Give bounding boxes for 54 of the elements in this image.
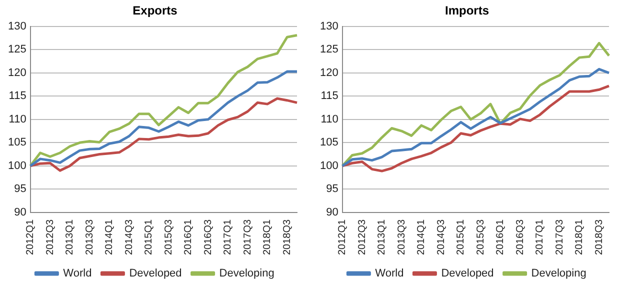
y-tick-label: 95 (14, 183, 26, 196)
y-tick-label: 105 (320, 136, 338, 149)
x-tick-label: 2016Q3 (514, 218, 526, 256)
legend-label: Developed (441, 268, 494, 280)
legend-label: Developing (531, 268, 586, 280)
x-tick-label: 2015Q1 (456, 218, 467, 256)
x-tick-label: 2018Q1 (262, 218, 274, 256)
y-tick-label: 100 (320, 160, 338, 172)
x-tick-label: 2017Q1 (534, 218, 546, 256)
y-tick-label: 130 (320, 20, 338, 32)
chart-title: Exports (132, 4, 178, 18)
x-tick-label: 2015Q3 (475, 218, 486, 256)
y-tick-label: 100 (8, 160, 26, 172)
x-tick-label: 2014Q3 (124, 218, 135, 256)
x-tick-label: 2012Q1 (25, 218, 36, 256)
y-tick-label: 130 (8, 20, 26, 32)
x-tick-label: 2014Q3 (436, 218, 447, 256)
x-tick-label: 2013Q3 (84, 218, 96, 256)
y-tick-label: 110 (320, 113, 338, 126)
y-tick-label: 125 (8, 44, 26, 56)
y-tick-label: 115 (8, 90, 26, 102)
x-tick-label: 2012Q3 (356, 218, 368, 256)
x-tick-label: 2013Q1 (376, 218, 388, 256)
y-tick-label: 120 (320, 66, 338, 79)
x-tick-label: 2018Q3 (282, 218, 293, 256)
chart-title: Imports (444, 4, 490, 18)
y-tick-label: 115 (320, 90, 338, 102)
legend-label: World (375, 268, 404, 280)
x-tick-label: 2014Q1 (104, 218, 116, 256)
y-tick-label: 95 (326, 183, 338, 196)
legend-label: Developing (219, 268, 274, 280)
x-tick-label: 2017Q3 (554, 218, 566, 256)
x-tick-label: 2015Q1 (144, 218, 155, 256)
x-tick-label: 2016Q1 (495, 218, 506, 256)
x-tick-label: 2015Q3 (163, 218, 174, 256)
x-tick-label: 2014Q1 (416, 218, 428, 256)
x-tick-label: 2017Q3 (242, 218, 254, 256)
x-tick-label: 2012Q3 (44, 218, 56, 256)
legend-label: World (63, 268, 92, 280)
y-tick-label: 105 (8, 136, 26, 149)
y-tick-label: 125 (320, 44, 338, 56)
x-tick-label: 2013Q1 (64, 218, 76, 256)
legend-label: Developed (129, 268, 182, 280)
x-tick-label: 2018Q3 (594, 218, 605, 256)
x-tick-label: 2012Q1 (337, 218, 348, 256)
x-tick-label: 2018Q1 (574, 218, 586, 256)
x-tick-label: 2017Q1 (222, 218, 234, 256)
y-tick-label: 90 (326, 206, 338, 218)
x-tick-label: 2013Q3 (396, 218, 408, 256)
y-tick-label: 90 (14, 206, 26, 218)
y-tick-label: 110 (8, 113, 26, 126)
y-tick-label: 120 (8, 66, 26, 79)
x-tick-label: 2016Q1 (183, 218, 194, 256)
x-tick-label: 2016Q3 (202, 218, 214, 256)
